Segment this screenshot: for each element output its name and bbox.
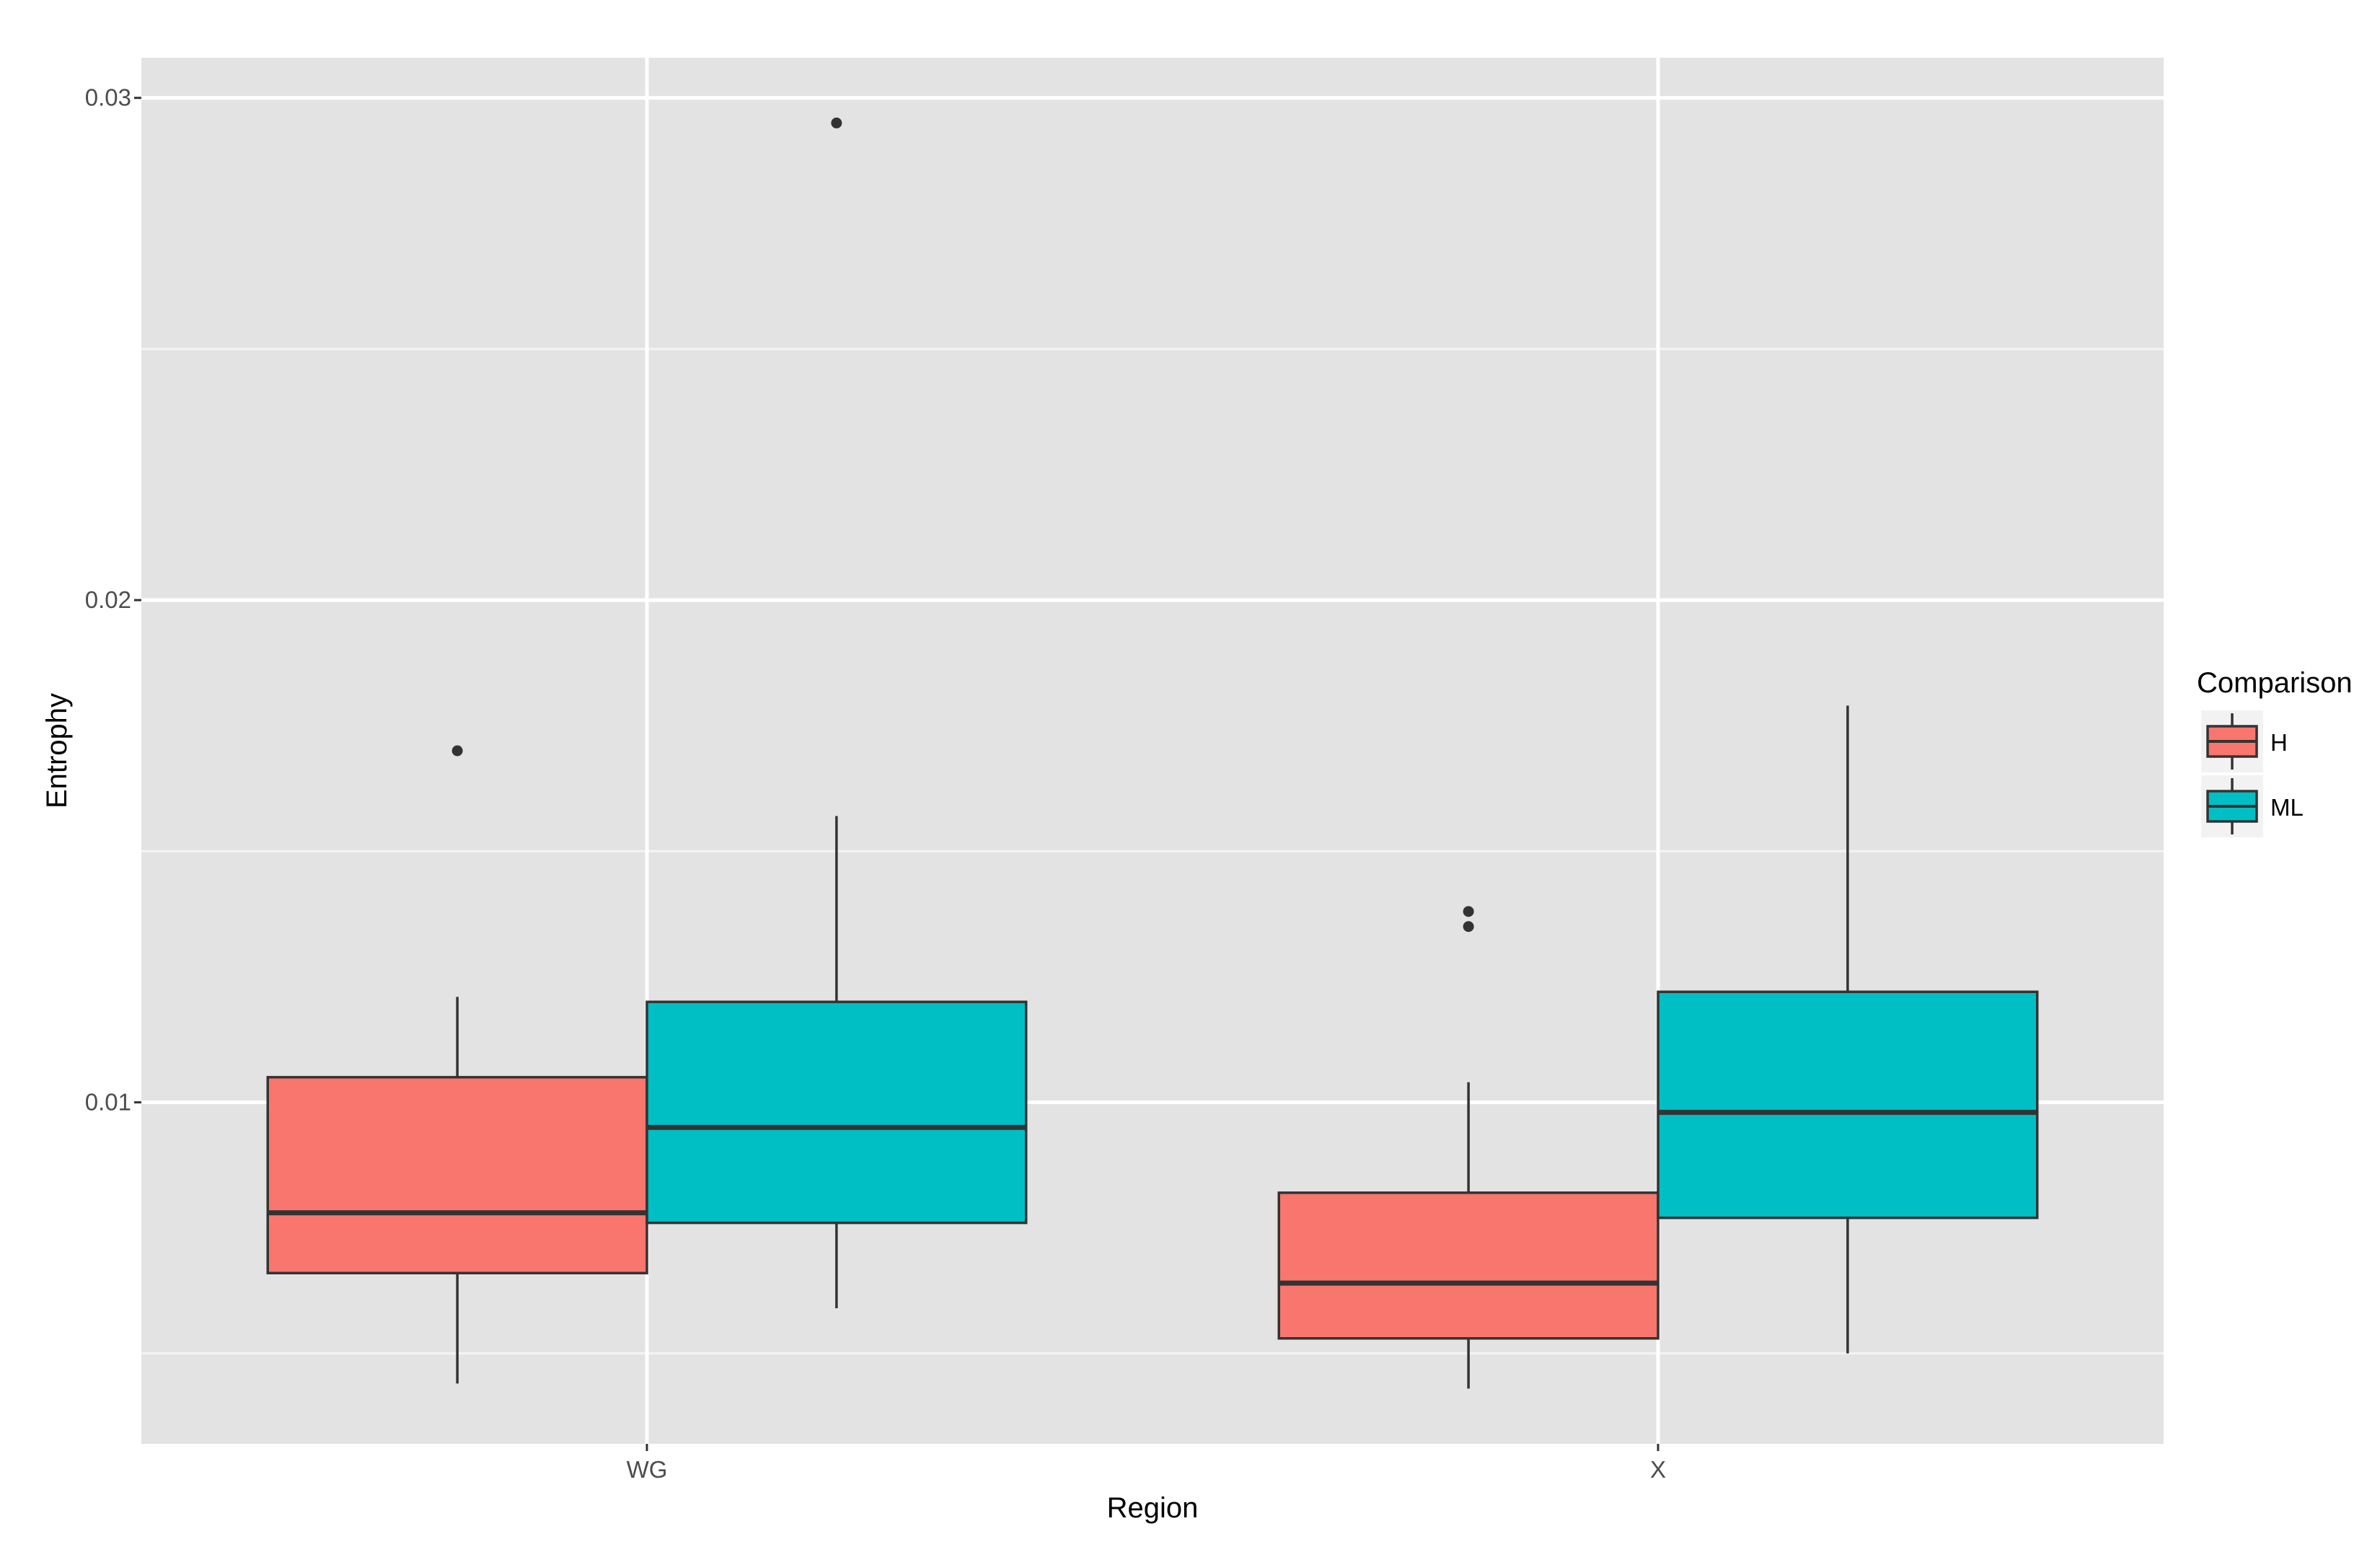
y-tick-label: 0.01	[85, 1088, 131, 1115]
grid-minor	[141, 348, 2164, 1355]
legend-key-ML	[2201, 775, 2263, 837]
box-H-WG	[266, 745, 648, 1384]
outlier-point	[1463, 906, 1474, 917]
legend-title: Comparison	[2197, 667, 2353, 699]
legend: Comparison H ML	[2197, 667, 2353, 837]
outlier-point	[451, 745, 463, 757]
boxes	[266, 118, 2039, 1389]
legend-key-H	[2201, 710, 2263, 772]
x-tick-label: X	[1650, 1456, 1666, 1483]
y-tick-label: 0.03	[85, 84, 131, 111]
x-axis-title: Region	[1107, 1492, 1199, 1524]
box-ML-X	[1657, 705, 2039, 1354]
outlier-point	[1463, 921, 1474, 933]
box-iqr	[266, 1075, 648, 1274]
legend-label: ML	[2270, 794, 2304, 821]
x-tick-label: WG	[627, 1456, 668, 1483]
box-iqr	[1277, 1191, 1660, 1340]
x-axis: WG X	[627, 1444, 1666, 1483]
y-axis: 0.01 0.02 0.03	[85, 84, 141, 1115]
outlier-point	[831, 118, 842, 129]
box-iqr	[1657, 990, 2039, 1220]
y-axis-title: Entrophy	[41, 693, 73, 808]
legend-label: H	[2270, 729, 2288, 756]
y-tick-label: 0.02	[85, 586, 131, 613]
box-H-X	[1277, 906, 1660, 1389]
box-ML-WG	[645, 118, 1028, 1308]
box-iqr	[645, 1000, 1028, 1225]
